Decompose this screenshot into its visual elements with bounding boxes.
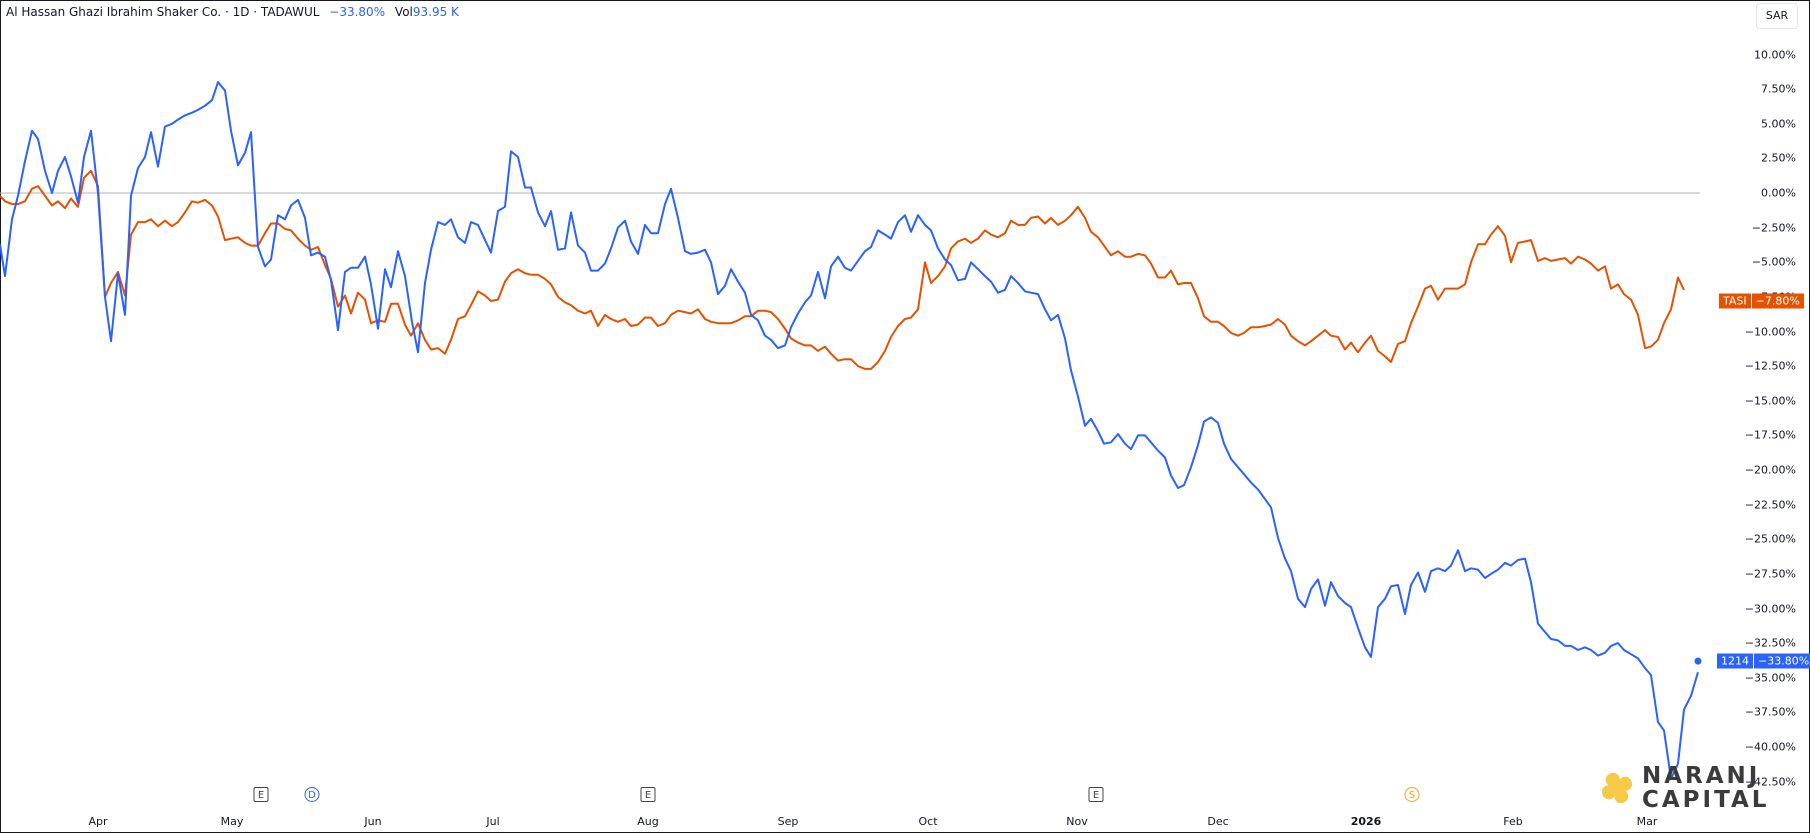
x-axis-label: Oct xyxy=(918,815,938,828)
y-axis-label: −37.50% xyxy=(1744,705,1796,719)
x-axis-label: May xyxy=(220,815,244,828)
y-axis-label: 2.50% xyxy=(1761,151,1796,165)
last-price-dot xyxy=(1694,657,1702,665)
y-axis-label: 5.00% xyxy=(1761,117,1796,131)
x-axis-label: Sep xyxy=(777,815,799,828)
naranj-capital-logo: NARANJ CAPITAL xyxy=(1598,764,1769,812)
badge-symbol: 1214 xyxy=(1717,653,1754,669)
currency-button[interactable]: SAR xyxy=(1756,3,1798,29)
y-axis-label: −5.00% xyxy=(1751,255,1796,269)
x-axis-label: 2026 xyxy=(1350,815,1382,828)
y-axis-label: −12.50% xyxy=(1744,359,1796,373)
x-axis-label: Aug xyxy=(637,815,659,828)
change-percent: −33.80% xyxy=(329,5,386,19)
y-axis-label: −40.00% xyxy=(1744,740,1796,754)
earnings-marker-icon[interactable]: E xyxy=(253,787,269,802)
y-axis-label: −42.50% xyxy=(1744,775,1796,789)
x-axis-label: Mar xyxy=(1636,815,1658,828)
x-axis-label: Dec xyxy=(1207,815,1229,828)
split-marker-icon[interactable]: S xyxy=(1404,787,1420,802)
x-axis-label: Nov xyxy=(1066,815,1088,828)
tasi-price-badge: TASI −7.80% xyxy=(1719,293,1804,309)
logo-line2: CAPITAL xyxy=(1642,787,1770,813)
y-axis-label: −30.00% xyxy=(1744,602,1796,615)
x-axis-label: Feb xyxy=(1503,815,1523,828)
y-axis-label: −32.50% xyxy=(1744,636,1796,650)
main-price-badge: 1214 −33.80% xyxy=(1717,653,1810,669)
dividend-marker-icon[interactable]: D xyxy=(304,787,320,802)
y-axis-label: −17.50% xyxy=(1744,428,1796,442)
symbol-title[interactable]: Al Hassan Ghazi Ibrahim Shaker Co. · 1D … xyxy=(6,5,320,19)
volume-label: Vol xyxy=(394,5,413,19)
badge-value: −7.80% xyxy=(1755,294,1800,308)
y-axis-label: −2.50% xyxy=(1751,221,1796,235)
y-axis-label: −10.00% xyxy=(1744,325,1796,338)
y-axis-label: −25.00% xyxy=(1744,532,1796,546)
x-axis-label: Apr xyxy=(88,815,108,828)
y-axis-label: 0.00% xyxy=(1761,186,1796,200)
badge-value: −33.80% xyxy=(1758,654,1810,668)
volume-value: 93.95 K xyxy=(412,5,459,19)
logo-line1: NARANJ xyxy=(1642,763,1761,789)
earnings-marker-icon[interactable]: E xyxy=(1088,787,1104,802)
y-axis-label: −15.00% xyxy=(1744,394,1796,408)
y-axis-label: −22.50% xyxy=(1744,498,1796,512)
chart-legend: Al Hassan Ghazi Ibrahim Shaker Co. · 1D … xyxy=(6,5,459,19)
x-axis-label: Jun xyxy=(364,815,382,828)
badge-symbol: TASI xyxy=(1719,293,1752,309)
main-series-line xyxy=(0,81,1699,780)
x-axis-label: Jul xyxy=(486,815,500,828)
logo-flower-icon xyxy=(1601,772,1633,804)
y-axis-label: −20.00% xyxy=(1744,463,1796,477)
y-axis-label: −27.50% xyxy=(1744,567,1796,581)
y-axis-label: 10.00% xyxy=(1754,48,1796,61)
earnings-marker-icon[interactable]: E xyxy=(640,787,656,802)
y-axis-label: −35.00% xyxy=(1744,671,1796,685)
tasi-series-line xyxy=(0,169,1685,370)
y-axis-label: 7.50% xyxy=(1761,82,1796,96)
